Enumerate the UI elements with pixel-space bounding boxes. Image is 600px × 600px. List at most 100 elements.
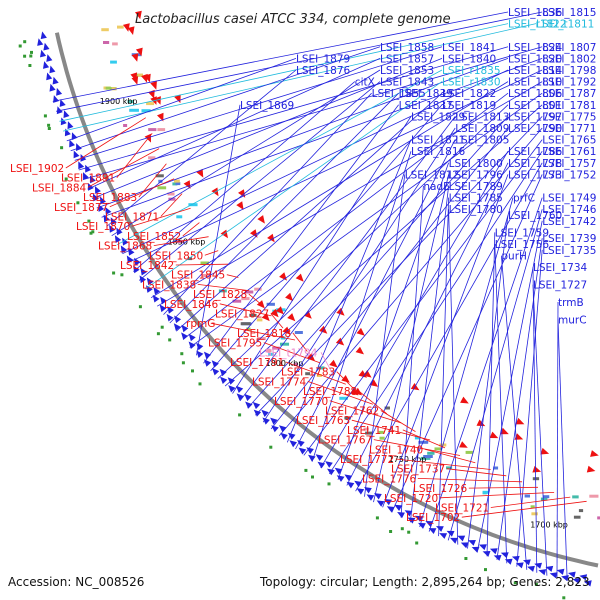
forward-gene-mark: [415, 515, 423, 522]
leader-line: [203, 104, 399, 364]
leader-line: [247, 116, 509, 409]
forward-gene-mark: [374, 493, 382, 500]
forward-gene-mark: [436, 526, 444, 532]
gene-label-forward: LSEI_1836: [508, 7, 563, 19]
gc-mark: [29, 54, 33, 58]
gc-mark: [28, 64, 32, 67]
reverse-gene-mark: [489, 431, 499, 439]
forward-gene-mark: [279, 425, 287, 433]
feature-block: [280, 342, 290, 346]
forward-gene-mark: [288, 432, 296, 440]
feature-block: [339, 396, 348, 400]
leader-line: [189, 92, 543, 348]
gc-mark: [18, 44, 22, 48]
forward-gene-mark: [73, 150, 80, 159]
feature-block: [318, 366, 325, 370]
feature-block: [155, 174, 164, 178]
gene-label-forward: LSEI_1735: [542, 245, 596, 257]
feature-block: [141, 109, 151, 113]
forward-gene-mark: [364, 487, 372, 494]
forward-gene-mark: [545, 565, 554, 572]
gene-label-forward: LSEI_1822: [442, 88, 496, 100]
reverse-gene-mark: [261, 312, 270, 322]
gene-label-forward: LSEI_1813: [455, 111, 509, 123]
reverse-gene-mark: [369, 379, 379, 387]
leader-line: [428, 197, 543, 532]
leader-line: [210, 104, 443, 372]
feature-block: [187, 257, 192, 261]
leader-line: [63, 23, 537, 132]
forward-gene-mark: [67, 121, 74, 130]
reverse-gene-mark: [144, 73, 151, 83]
leader-line: [52, 11, 509, 102]
forward-gene-mark: [114, 235, 122, 243]
gc-mark: [389, 530, 393, 533]
gc-mark: [304, 468, 308, 472]
leader-line: [116, 69, 443, 246]
leader-line: [74, 46, 443, 161]
forward-gene-mark: [53, 95, 60, 103]
gene-label-forward: LSEI_1734: [533, 262, 588, 274]
forward-gene-mark: [100, 196, 106, 205]
leader-line: [285, 361, 346, 385]
forward-gene-mark: [103, 214, 110, 223]
reverse-gene-mark: [295, 273, 304, 282]
leader-line: [556, 301, 559, 579]
feature-block: [589, 494, 599, 498]
forward-gene-mark: [538, 569, 547, 576]
reverse-gene-mark: [476, 419, 486, 427]
forward-gene-mark: [140, 267, 147, 276]
gene-label-forward: LSEI_1840: [442, 53, 496, 65]
gene-label-forward: LSEI_1857: [380, 53, 434, 65]
leader-line: [439, 492, 555, 499]
gc-mark: [311, 475, 314, 479]
tick-label: 1900 kbp: [100, 97, 138, 106]
gene-label-forward: LSEI_1869: [240, 100, 294, 112]
reverse-gene-mark: [590, 450, 599, 457]
feature-block: [268, 352, 274, 356]
reverse-gene-mark: [356, 327, 365, 336]
forward-gene-mark: [46, 54, 53, 62]
forward-gene-mark: [220, 376, 228, 384]
gene-label-forward: LSEI_r1822: [508, 19, 567, 31]
leader-line: [87, 148, 160, 188]
forward-gene-mark: [527, 565, 535, 572]
leader-line: [59, 23, 509, 122]
leader-line: [182, 222, 200, 237]
forward-gene-mark: [376, 500, 385, 507]
leader-line: [532, 284, 548, 576]
topology-text: Topology: circular; Length: 2,895,264 bp…: [259, 575, 590, 589]
forward-gene-mark: [94, 186, 101, 194]
gc-mark: [43, 114, 47, 118]
leader-line: [438, 197, 449, 537]
leader-line: [270, 313, 284, 329]
forward-gene-mark: [181, 332, 189, 340]
gene-label-forward: LSEI_1756: [495, 239, 550, 251]
leader-line: [402, 429, 446, 449]
feature-block: [305, 372, 311, 376]
reverse-gene-mark: [267, 233, 275, 243]
reverse-gene-mark: [540, 447, 550, 455]
gene-label-reverse: LSEI_1770: [274, 396, 328, 408]
accession-text: Accession: NC_008526: [8, 575, 144, 589]
gene-label-forward: LSEI_1801: [508, 100, 562, 112]
leader-line: [494, 243, 508, 564]
reverse-gene-mark: [131, 53, 139, 62]
feature-block: [530, 505, 535, 509]
reverse-gene-mark: [341, 375, 350, 383]
leader-line: [248, 293, 261, 304]
feature-block: [344, 416, 351, 420]
reverse-gene-mark: [514, 433, 524, 440]
forward-gene-mark: [384, 499, 392, 506]
forward-gene-mark: [511, 555, 520, 562]
forward-gene-mark: [315, 454, 324, 461]
feature-track: [18, 10, 600, 600]
feature-block: [423, 455, 433, 458]
reverse-gene-mark: [236, 201, 244, 210]
feature-block: [167, 192, 175, 196]
feature-block: [446, 466, 453, 470]
leader-line: [391, 174, 543, 513]
feature-block: [157, 186, 167, 190]
leader-line: [150, 81, 509, 299]
gene-label-reverse: LSEI_1818: [237, 328, 291, 340]
